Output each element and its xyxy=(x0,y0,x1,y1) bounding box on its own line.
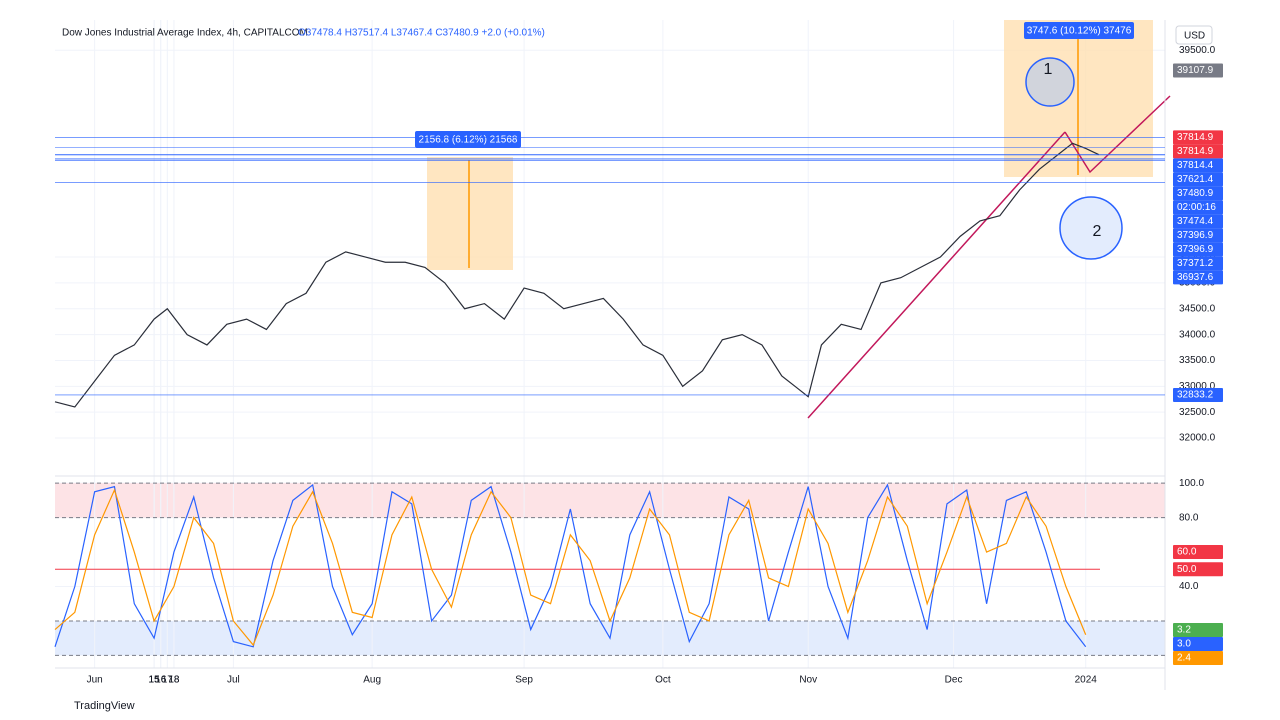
price-tag-label: 3.2 xyxy=(1177,625,1191,636)
trend-line xyxy=(1064,95,1171,174)
price-tag xyxy=(1173,186,1223,201)
price-tag-label: 39107.9 xyxy=(1177,65,1214,76)
price-tag xyxy=(1173,228,1223,243)
currency[interactable]: USD xyxy=(1184,31,1205,42)
x-tick-label: Jul xyxy=(227,675,240,686)
x-tick-label: Oct xyxy=(655,675,671,686)
price-tag xyxy=(1173,623,1223,637)
price-tag xyxy=(1173,144,1223,159)
price-tag-label: 36937.6 xyxy=(1177,272,1214,283)
price-tag-label: 2.4 xyxy=(1177,653,1191,664)
band xyxy=(55,483,1165,518)
circle-label: 1 xyxy=(1044,61,1053,78)
measure-label: 3747.6 (10.12%) 37476 xyxy=(1027,26,1132,37)
price-tag-label: 37621.4 xyxy=(1177,174,1214,185)
x-tick-label: Jun xyxy=(87,675,103,686)
price-tag xyxy=(1173,158,1223,173)
price-tag-label: 32833.2 xyxy=(1177,390,1214,401)
price-tag xyxy=(1173,242,1223,257)
y-tick-label: 34000.0 xyxy=(1179,329,1216,340)
price-tag xyxy=(1173,651,1223,665)
price-tag-label: 37480.9 xyxy=(1177,188,1214,199)
ohlc: O37478.4 H37517.4 L37467.4 C37480.9 +2.0… xyxy=(298,28,545,39)
price-tag xyxy=(1173,200,1223,215)
x-tick-label: 18 xyxy=(168,675,180,686)
y-tick-label: 40.0 xyxy=(1179,581,1199,592)
series-line xyxy=(54,488,1087,647)
price-tag-label: 60.0 xyxy=(1177,547,1197,558)
measure-box xyxy=(427,157,513,270)
price-tag xyxy=(1173,387,1223,402)
x-tick-label: 16 xyxy=(155,675,167,686)
price-tag xyxy=(1173,637,1223,651)
price-tag-label: 37371.2 xyxy=(1177,258,1214,269)
y-tick-label: 100.0 xyxy=(1179,478,1204,489)
price-tag-label: 50.0 xyxy=(1177,564,1197,575)
x-tick-label: Nov xyxy=(799,675,817,686)
x-tick-label: Sep xyxy=(515,675,533,686)
marker-circle xyxy=(1059,196,1123,260)
x-tick-label: 15 xyxy=(149,675,161,686)
x-tick-label: 16 xyxy=(155,675,167,686)
price-tag-label: 37814.9 xyxy=(1177,132,1214,143)
price-tag xyxy=(1173,256,1223,271)
trend-line xyxy=(807,131,1066,419)
y-tick-label: 33500.0 xyxy=(1179,355,1216,366)
price-tag-label: 37396.9 xyxy=(1177,244,1214,255)
series-line xyxy=(54,142,1100,408)
series-line xyxy=(54,483,1087,648)
y-tick-label: 34500.0 xyxy=(1179,303,1216,314)
marker-circle xyxy=(1025,57,1075,107)
price-tag xyxy=(1173,63,1223,78)
y-tick-label: 32000.0 xyxy=(1179,433,1216,444)
currency-button[interactable] xyxy=(1175,25,1213,45)
footer: TradingView xyxy=(74,700,135,712)
x-tick-label: Dec xyxy=(945,675,963,686)
x-tick-label: 2024 xyxy=(1075,675,1098,686)
circle-label: 2 xyxy=(1093,223,1102,240)
price-tag-label: 3.0 xyxy=(1177,639,1191,650)
measure-label-bg xyxy=(415,131,521,148)
price-tag-label: 02:00:16 xyxy=(1177,202,1216,213)
measure-label-bg xyxy=(1024,22,1134,39)
x-tick-label: 18 xyxy=(168,675,180,686)
y-tick-label: 33000.0 xyxy=(1179,381,1216,392)
y-tick-label: 39500.0 xyxy=(1179,45,1216,56)
price-tag-label: 37814.4 xyxy=(1177,160,1214,171)
price-tag xyxy=(1173,562,1223,577)
price-tag xyxy=(1173,270,1223,285)
price-tag xyxy=(1173,545,1223,560)
x-tick-label: 17 xyxy=(162,675,174,686)
x-tick-label: Aug xyxy=(363,675,381,686)
x-tick-label: 15 xyxy=(149,675,161,686)
price-tag-label: 37474.4 xyxy=(1177,216,1214,227)
price-tag-label: 37814.9 xyxy=(1177,146,1214,157)
price-tag xyxy=(1173,172,1223,187)
x-tick-label: 15 xyxy=(149,675,161,686)
chart-title: Dow Jones Industrial Average Index, 4h, … xyxy=(62,28,308,39)
price-tag xyxy=(1173,214,1223,229)
y-tick-label: 80.0 xyxy=(1179,512,1199,523)
plot-area xyxy=(55,20,1165,680)
y-tick-label: 32500.0 xyxy=(1179,407,1216,418)
measure-label: 2156.8 (6.12%) 21568 xyxy=(419,135,518,146)
price-tag xyxy=(1173,130,1223,145)
price-tag-label: 37396.9 xyxy=(1177,230,1214,241)
